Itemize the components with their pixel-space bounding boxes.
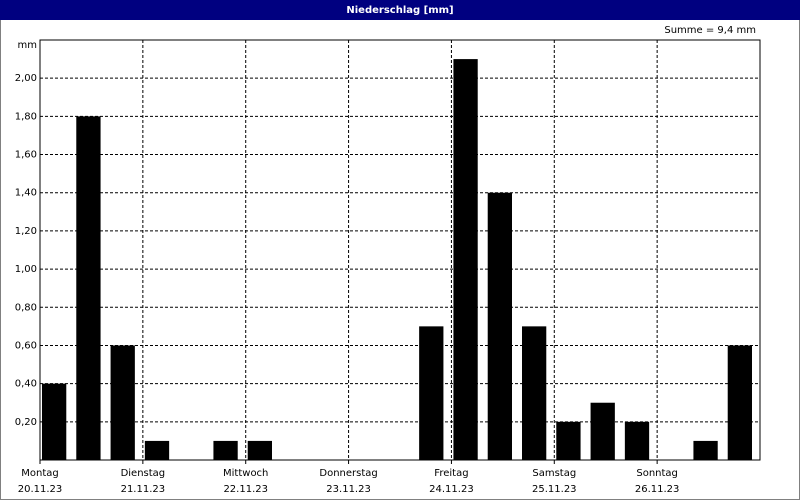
bar <box>556 421 581 460</box>
y-tick-label: 1,20 <box>15 226 37 237</box>
x-tick-date: 22.11.23 <box>223 484 268 495</box>
x-tick-label: Mittwoch <box>223 468 268 479</box>
bar <box>110 345 135 460</box>
bar <box>453 59 478 460</box>
x-tick-label: Sonntag <box>636 468 678 479</box>
y-tick-label: 0,60 <box>15 340 37 351</box>
bar <box>693 440 718 460</box>
x-tick-date: 21.11.23 <box>121 484 166 495</box>
bar <box>487 192 512 460</box>
x-tick-label: Montag <box>21 468 58 479</box>
chart-title: Niederschlag [mm] <box>346 5 453 16</box>
annotation: Summe = 9,4 mm <box>664 25 756 36</box>
plot-frame <box>39 39 761 461</box>
bar <box>522 326 547 460</box>
y-tick-label: 2,00 <box>15 73 37 84</box>
y-tick-label: 1,80 <box>15 111 37 122</box>
x-tick-label: Donnerstag <box>319 468 377 479</box>
y-tick-label: 1,00 <box>15 264 37 275</box>
x-tick-date: 25.11.23 <box>532 484 577 495</box>
x-tick-label: Samstag <box>532 468 576 479</box>
bar <box>247 440 272 460</box>
bar <box>76 116 101 460</box>
x-tick-date: 26.11.23 <box>635 484 680 495</box>
x-tick-label: Dienstag <box>121 468 166 479</box>
x-tick-date: 23.11.23 <box>326 484 371 495</box>
bar <box>624 421 650 460</box>
y-tick-label: 0,20 <box>15 417 37 428</box>
y-axis-label: mm <box>18 40 37 51</box>
x-tick-date: 20.11.23 <box>18 484 63 495</box>
x-tick-date: 24.11.23 <box>429 484 474 495</box>
y-tick-label: 1,40 <box>15 188 37 199</box>
bar <box>213 440 238 460</box>
bar <box>42 383 67 460</box>
bar <box>419 326 444 460</box>
y-tick-label: 0,40 <box>15 379 37 390</box>
y-tick-label: 0,80 <box>15 302 37 313</box>
x-tick-label: Freitag <box>434 468 468 479</box>
bar <box>144 440 170 460</box>
bar <box>590 402 615 460</box>
bar <box>727 345 752 460</box>
title-bar <box>0 0 800 20</box>
y-tick-label: 1,60 <box>15 150 37 161</box>
